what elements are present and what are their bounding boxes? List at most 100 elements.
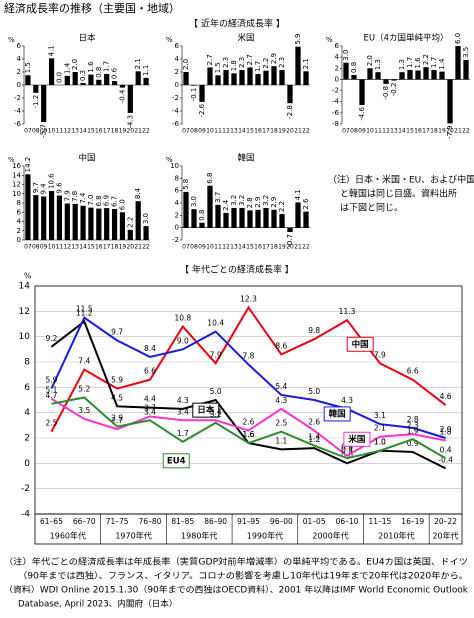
bar <box>239 70 245 85</box>
legend-box <box>192 402 220 418</box>
bar <box>359 79 365 106</box>
x-tick-label: 14 <box>398 128 406 135</box>
bar <box>303 71 309 85</box>
y-tick-label: 2 <box>17 68 21 76</box>
bar <box>183 191 189 228</box>
chart-title: 【 年代ごとの経済成長率 】 <box>180 264 294 276</box>
x-tick-label: 11 <box>214 128 222 135</box>
y-tick-label: 16 <box>12 162 21 170</box>
bar <box>56 195 63 240</box>
value-label: 5.8 <box>182 179 190 190</box>
value-label: 6.0 <box>454 33 462 44</box>
value-label: 1.4 <box>438 58 446 70</box>
y-tick-label: 12 <box>12 181 21 189</box>
x-tick-label: 91–95 <box>237 517 260 526</box>
x-tick-label: 19 <box>278 244 286 251</box>
note-line: は下図と同じ。 <box>340 203 403 214</box>
x-tick-label: 20–22 <box>434 517 457 526</box>
value-label: 1.6 <box>243 430 255 439</box>
x-tick-label: 17 <box>103 128 111 135</box>
x-group-label: 1990年代 <box>247 531 283 541</box>
x-tick-label: 21 <box>294 244 302 251</box>
x-tick-label: 12 <box>63 244 71 251</box>
bar <box>111 209 118 240</box>
y-tick-label: -2 <box>21 484 30 494</box>
value-label: 5.9 <box>111 376 123 385</box>
bar <box>399 72 405 80</box>
x-tick-label: 11 <box>56 244 64 251</box>
legend-label: 中国 <box>352 339 369 350</box>
y-tick-label: 14 <box>19 282 31 292</box>
x-tick-label: 10 <box>48 128 56 135</box>
bar <box>367 68 373 80</box>
value-label: 9.2 <box>45 334 57 343</box>
value-label: -0.8 <box>382 86 390 100</box>
value-label: 1.4 <box>63 62 71 74</box>
x-tick-label: 17 <box>262 128 270 135</box>
note-line: （注）日本・米国・EU、および中国 <box>328 174 474 186</box>
x-tick-label: 11–15 <box>368 517 391 526</box>
x-group-label: 1960年代 <box>50 531 86 541</box>
bar <box>104 73 110 85</box>
x-tick-label: 86–90 <box>204 517 227 526</box>
bar <box>96 208 102 240</box>
value-label: 9.8 <box>308 326 320 335</box>
y-tick-label: 8 <box>175 174 179 182</box>
value-label: 6.8 <box>206 173 214 184</box>
value-label: 3.2 <box>238 195 246 206</box>
x-tick-label: 09 <box>198 244 206 251</box>
x-tick-label: 13 <box>390 128 398 135</box>
value-label: 1.6 <box>414 57 422 69</box>
x-tick-label: 10 <box>206 244 214 251</box>
x-label-frame <box>34 513 463 545</box>
x-tick-label: 20 <box>126 128 134 135</box>
value-label: 2.5 <box>45 419 57 428</box>
value-label: 14.2 <box>24 157 32 173</box>
x-tick-label: 07 <box>182 128 190 135</box>
x-tick-label: 14 <box>79 128 87 135</box>
value-label: 2.2 <box>262 58 270 69</box>
x-group-label: 2010年代 <box>378 531 414 541</box>
value-label: 0.8 <box>198 210 206 221</box>
x-tick-label: 13 <box>71 128 79 135</box>
bar <box>263 207 269 228</box>
y-tick-label: 2 <box>17 227 21 235</box>
x-tick-label: 10 <box>48 244 56 251</box>
x-tick-label: 76–80 <box>139 517 162 526</box>
bar <box>80 205 86 240</box>
value-label: 2.3 <box>278 57 286 68</box>
legend-label: EU4 <box>167 456 186 466</box>
value-label: 3.2 <box>262 195 270 206</box>
bar <box>127 85 133 113</box>
value-label: 2.1 <box>302 58 310 69</box>
x-tick-label: 18 <box>111 128 119 135</box>
x-tick-label: 12 <box>63 128 71 135</box>
value-label: 1.1 <box>275 436 287 445</box>
x-tick-label: 13 <box>230 128 238 135</box>
bar <box>375 72 381 80</box>
bar <box>463 59 469 80</box>
x-tick-label: 21 <box>454 128 462 135</box>
bar <box>48 190 55 240</box>
value-label: -0.7 <box>286 234 294 248</box>
value-label: 6.8 <box>95 195 103 206</box>
x-tick-label: 18 <box>270 244 278 251</box>
y-tick-label: -2 <box>332 87 339 95</box>
bar <box>135 71 141 85</box>
y-axis-label: % <box>166 156 173 164</box>
value-label: 11.5 <box>76 305 93 314</box>
series-line <box>50 316 446 439</box>
bar <box>231 73 237 85</box>
legend-box <box>343 431 371 447</box>
y-tick-label: 6 <box>17 42 22 50</box>
value-label: 6.9 <box>103 195 111 206</box>
value-label: 4.5 <box>111 393 123 402</box>
x-tick-label: 21 <box>294 128 302 135</box>
x-tick-label: 07 <box>182 244 190 251</box>
y-tick-label: 10 <box>19 332 31 342</box>
value-label: 0.9 <box>407 439 419 448</box>
bar <box>247 67 253 85</box>
bar <box>231 207 237 228</box>
bar <box>455 46 461 80</box>
value-label: 8.4 <box>144 344 156 353</box>
